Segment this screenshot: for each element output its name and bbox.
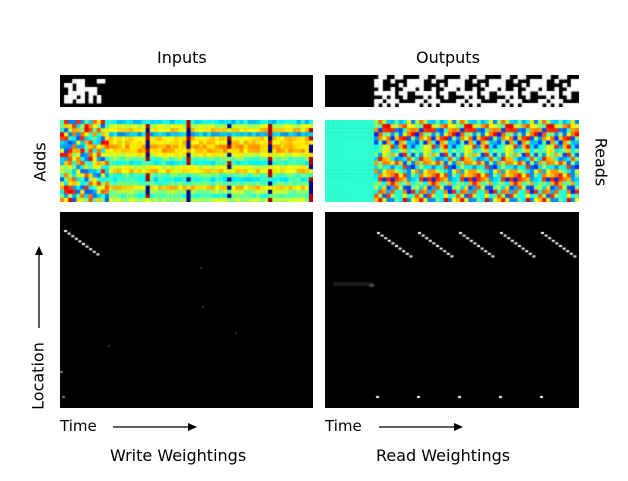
- write-weightings-map: [60, 212, 313, 408]
- reads-label: Reads: [591, 137, 611, 187]
- inputs-bit-strip: [60, 75, 313, 107]
- time-arrow-left-icon: [113, 423, 197, 431]
- adds-label: Adds: [30, 142, 50, 182]
- time-label-left: Time: [60, 417, 97, 435]
- adds-heatmap: [60, 120, 313, 202]
- read-weightings-title: Read Weightings: [376, 446, 511, 465]
- read-weightings-map: [325, 212, 579, 408]
- location-axis-label: Location: [28, 342, 48, 410]
- reads-heatmap: [325, 120, 579, 202]
- time-label-right: Time: [325, 417, 362, 435]
- inputs-title: Inputs: [157, 48, 207, 67]
- outputs-bit-strip: [325, 75, 579, 107]
- location-arrow-icon: [35, 246, 43, 328]
- write-weightings-title: Write Weightings: [110, 446, 247, 465]
- outputs-title: Outputs: [416, 48, 480, 67]
- time-arrow-right-icon: [379, 423, 463, 431]
